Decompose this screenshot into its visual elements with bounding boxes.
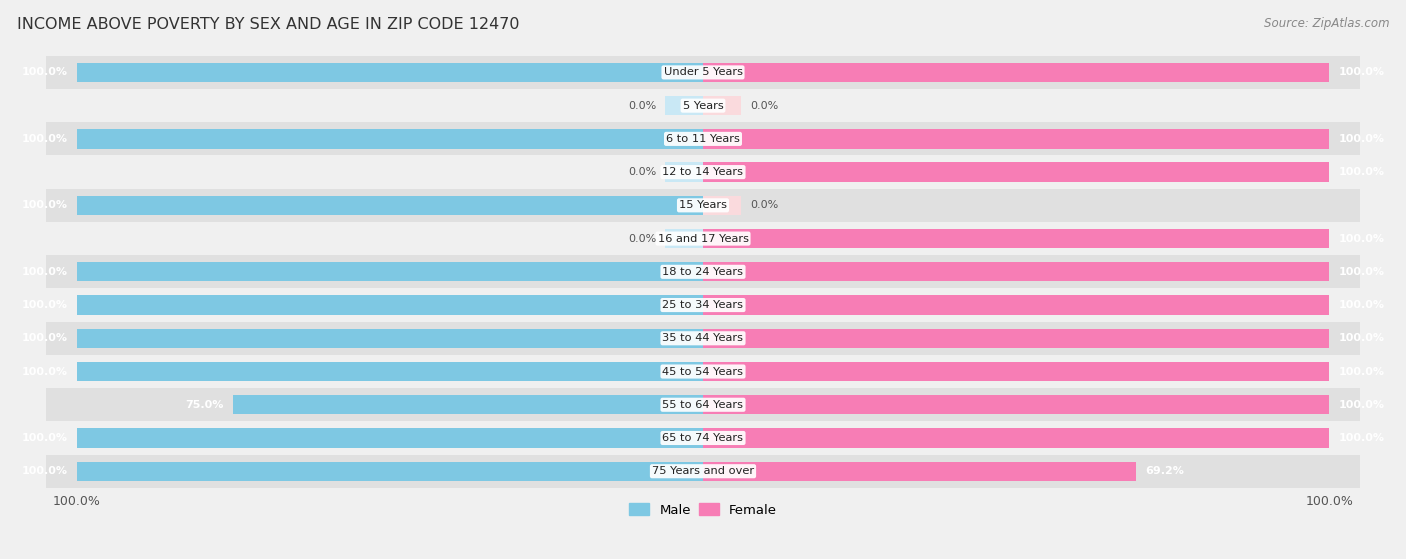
Bar <box>703 462 1136 481</box>
Bar <box>703 295 1329 315</box>
Text: Under 5 Years: Under 5 Years <box>664 68 742 77</box>
Text: 69.2%: 69.2% <box>1146 466 1185 476</box>
Text: 12 to 14 Years: 12 to 14 Years <box>662 167 744 177</box>
Text: 16 and 17 Years: 16 and 17 Years <box>658 234 748 244</box>
Bar <box>233 395 703 414</box>
Bar <box>703 395 1329 414</box>
Text: 0.0%: 0.0% <box>628 167 657 177</box>
Bar <box>665 163 703 182</box>
Text: 100.0%: 100.0% <box>21 333 67 343</box>
Text: 100.0%: 100.0% <box>1339 134 1385 144</box>
Bar <box>77 262 703 281</box>
Text: 100.0%: 100.0% <box>21 466 67 476</box>
Text: 100.0%: 100.0% <box>1339 267 1385 277</box>
Text: 6 to 11 Years: 6 to 11 Years <box>666 134 740 144</box>
Text: 45 to 54 Years: 45 to 54 Years <box>662 367 744 377</box>
Text: 100.0%: 100.0% <box>1339 68 1385 77</box>
Text: 5 Years: 5 Years <box>683 101 723 111</box>
Bar <box>703 262 1329 281</box>
Bar <box>45 288 1361 321</box>
Bar <box>45 89 1361 122</box>
Bar <box>665 229 703 248</box>
Text: 100.0%: 100.0% <box>1339 333 1385 343</box>
Bar <box>703 129 1329 149</box>
Bar <box>45 155 1361 189</box>
Bar <box>703 229 1329 248</box>
Bar <box>45 189 1361 222</box>
Text: 100.0%: 100.0% <box>1339 400 1385 410</box>
Text: 100.0%: 100.0% <box>21 134 67 144</box>
Bar <box>665 96 703 115</box>
Text: 100.0%: 100.0% <box>1339 234 1385 244</box>
Legend: Male, Female: Male, Female <box>624 498 782 522</box>
Text: 0.0%: 0.0% <box>628 234 657 244</box>
Bar <box>703 329 1329 348</box>
Text: 100.0%: 100.0% <box>21 300 67 310</box>
Bar <box>45 321 1361 355</box>
Text: 100.0%: 100.0% <box>21 68 67 77</box>
Text: 0.0%: 0.0% <box>749 101 778 111</box>
Text: 100.0%: 100.0% <box>21 267 67 277</box>
Bar <box>703 428 1329 448</box>
Text: 25 to 34 Years: 25 to 34 Years <box>662 300 744 310</box>
Bar <box>703 196 741 215</box>
Bar <box>45 355 1361 388</box>
Bar <box>45 122 1361 155</box>
Bar <box>77 196 703 215</box>
Text: 100.0%: 100.0% <box>1339 367 1385 377</box>
Bar <box>77 428 703 448</box>
Text: 100.0%: 100.0% <box>21 200 67 210</box>
Text: 65 to 74 Years: 65 to 74 Years <box>662 433 744 443</box>
Text: 15 Years: 15 Years <box>679 200 727 210</box>
Bar <box>703 163 1329 182</box>
Bar <box>77 129 703 149</box>
Bar <box>45 421 1361 454</box>
Text: 35 to 44 Years: 35 to 44 Years <box>662 333 744 343</box>
Text: 0.0%: 0.0% <box>628 101 657 111</box>
Bar <box>703 362 1329 381</box>
Bar <box>45 454 1361 488</box>
Bar <box>77 295 703 315</box>
Text: Source: ZipAtlas.com: Source: ZipAtlas.com <box>1264 17 1389 30</box>
Bar <box>77 462 703 481</box>
Text: 100.0%: 100.0% <box>21 433 67 443</box>
Bar <box>703 96 741 115</box>
Text: 100.0%: 100.0% <box>1339 433 1385 443</box>
Text: 18 to 24 Years: 18 to 24 Years <box>662 267 744 277</box>
Text: 75 Years and over: 75 Years and over <box>652 466 754 476</box>
Bar <box>77 63 703 82</box>
Text: 100.0%: 100.0% <box>21 367 67 377</box>
Bar <box>77 362 703 381</box>
Text: 75.0%: 75.0% <box>186 400 224 410</box>
Bar <box>45 388 1361 421</box>
Text: 0.0%: 0.0% <box>749 200 778 210</box>
Text: 100.0%: 100.0% <box>1339 167 1385 177</box>
Text: 100.0%: 100.0% <box>1339 300 1385 310</box>
Bar <box>77 329 703 348</box>
Bar <box>703 63 1329 82</box>
Bar <box>45 56 1361 89</box>
Bar <box>45 255 1361 288</box>
Text: INCOME ABOVE POVERTY BY SEX AND AGE IN ZIP CODE 12470: INCOME ABOVE POVERTY BY SEX AND AGE IN Z… <box>17 17 519 32</box>
Bar <box>45 222 1361 255</box>
Text: 55 to 64 Years: 55 to 64 Years <box>662 400 744 410</box>
